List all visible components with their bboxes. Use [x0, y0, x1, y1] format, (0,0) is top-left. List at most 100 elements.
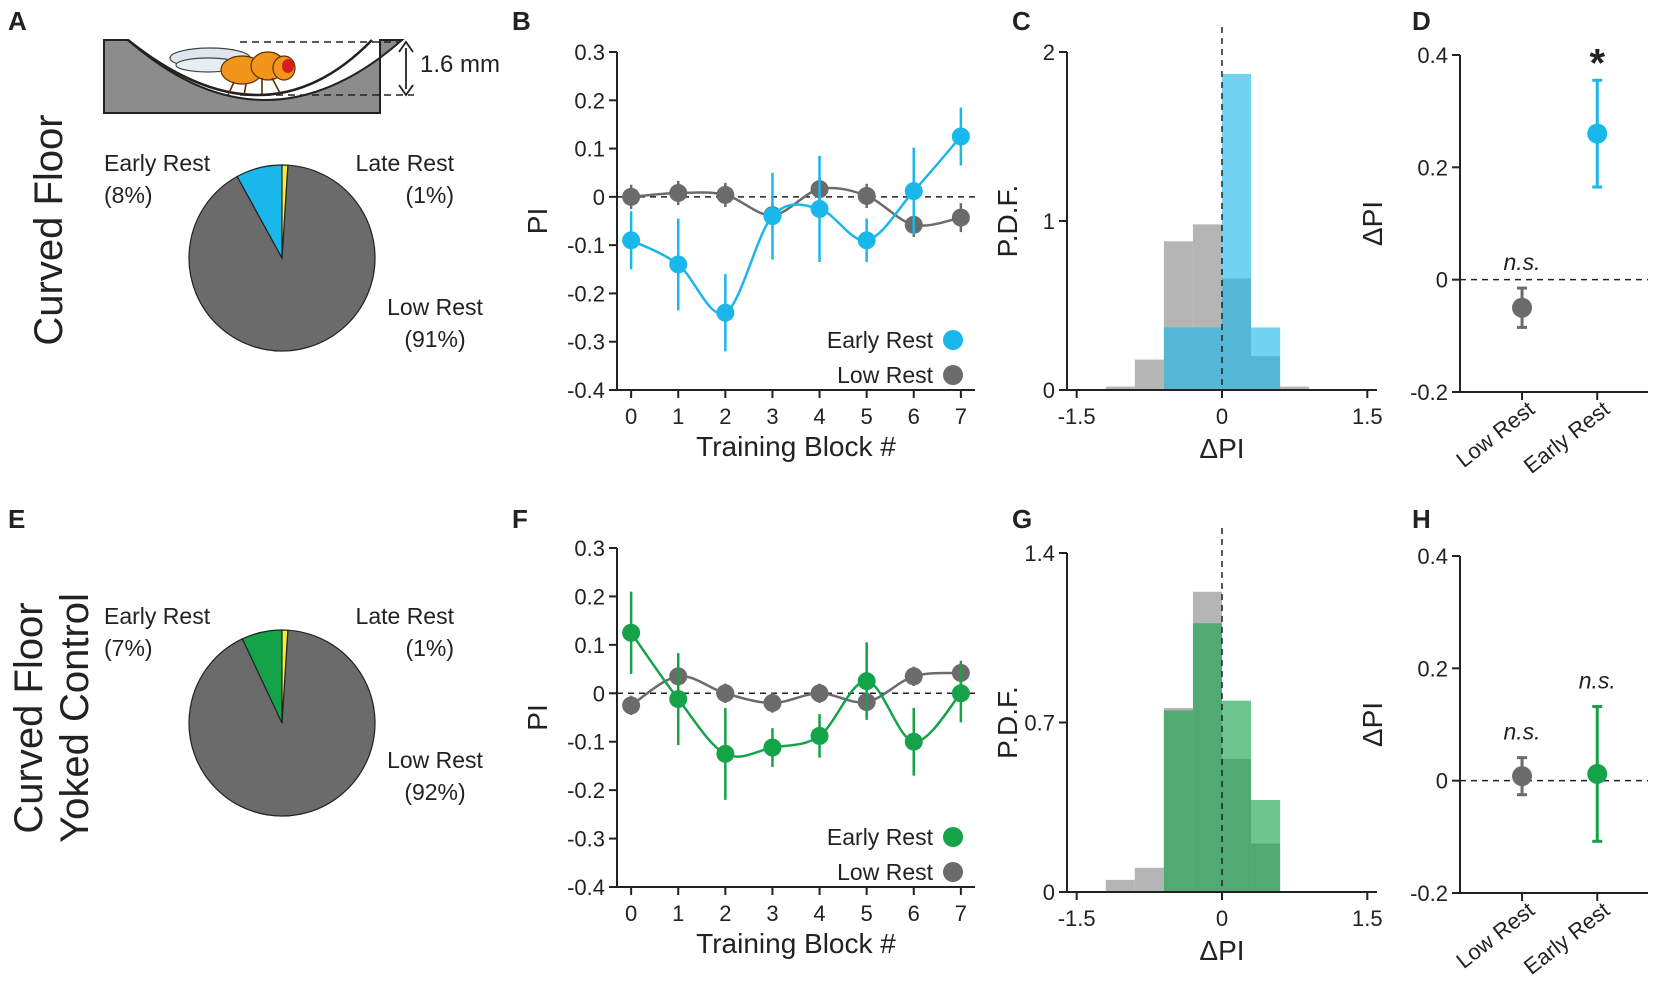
y-tick-label: 0 — [593, 681, 605, 706]
pie-chart-A: Early Rest (8%) Late Rest (1%) Low Rest (91%) — [104, 150, 484, 352]
data-point — [810, 684, 829, 703]
y-tick-label: 0.7 — [1024, 711, 1055, 736]
x-tick-label: 0 — [625, 404, 637, 429]
hist-bar-early-rest — [1163, 327, 1193, 390]
data-point — [716, 684, 735, 703]
y-tick-label: 1.4 — [1024, 541, 1055, 566]
y-axis-label: ΔPI — [1357, 702, 1388, 747]
y-tick-label: -0.1 — [567, 233, 605, 258]
x-tick-label: 1 — [672, 404, 684, 429]
x-tick-label: 1 — [672, 901, 684, 926]
hist-bar-early-rest — [1251, 327, 1281, 390]
y-tick-label: 0 — [1043, 880, 1055, 905]
data-point — [669, 255, 688, 274]
data-point — [904, 667, 923, 686]
hist-bar-early-rest — [1163, 710, 1193, 892]
legend-marker — [943, 330, 963, 350]
pie-pct-early-rest: (8%) — [104, 182, 153, 208]
data-point — [716, 744, 735, 763]
data-point — [669, 183, 688, 202]
y-axis-label: PI — [522, 208, 553, 234]
data-point — [951, 208, 970, 227]
pie-label-low-rest: Low Rest — [387, 747, 483, 773]
x-tick-label: 1.5 — [1352, 404, 1383, 429]
data-point — [951, 127, 970, 146]
data-point — [622, 231, 641, 250]
curved-floor-schematic: 1.6 mm — [103, 39, 500, 114]
ns-annotation: n.s. — [1579, 668, 1616, 694]
data-point — [763, 207, 782, 226]
data-point — [763, 738, 782, 757]
legend-label: Low Rest — [837, 362, 933, 388]
legend-label: Early Rest — [827, 824, 934, 850]
pie-pct-low-rest: (91%) — [404, 326, 465, 352]
panel-letter-e: E — [8, 504, 25, 534]
y-tick-label: 0.4 — [1417, 43, 1448, 68]
charts: Early Rest (8%) Late Rest (1%) Low Rest (91%)… — [104, 27, 1648, 979]
data-point — [763, 693, 782, 712]
legend-label: Early Rest — [827, 327, 934, 353]
data-point — [810, 199, 829, 218]
pie-label-late-rest: Late Rest — [356, 150, 455, 176]
y-tick-label: -0.2 — [567, 778, 605, 803]
x-tick-label: 4 — [813, 901, 825, 926]
pie-pct-early-rest: (7%) — [104, 635, 153, 661]
y-tick-label: 1 — [1043, 209, 1055, 234]
fly-icon — [169, 47, 296, 97]
pie-label-early-rest: Early Rest — [104, 150, 211, 176]
hist-bar-low-rest — [1105, 879, 1135, 892]
data-point — [857, 672, 876, 691]
ns-annotation: n.s. — [1504, 719, 1541, 745]
x-tick-label: 0 — [625, 901, 637, 926]
x-tick-label: 3 — [766, 404, 778, 429]
pie-pct-late-rest: (1%) — [405, 182, 454, 208]
y-tick-label: 0.1 — [574, 633, 605, 658]
y-tick-label: -0.2 — [1410, 380, 1448, 405]
legend-marker — [943, 827, 963, 847]
y-tick-label: 0.2 — [574, 584, 605, 609]
hist-bar-early-rest — [1192, 623, 1222, 892]
x-tick-label: 2 — [719, 901, 731, 926]
y-tick-label: -0.2 — [1410, 881, 1448, 906]
hist-bar-low-rest — [1134, 867, 1164, 892]
data-point — [622, 623, 641, 642]
x-tick-label: 4 — [813, 404, 825, 429]
data-point — [857, 231, 876, 250]
x-axis-label: ΔPI — [1199, 935, 1244, 966]
line-chart-B: 0.3 0.2 0.1 0 -0.1 -0.2 -0.3 -0.4 0 1 2 3 4 5 6 7 Traini… — [522, 40, 975, 462]
y-axis-label: PI — [522, 704, 553, 730]
y-tick-label: -0.1 — [567, 730, 605, 755]
x-tick-label: 1.5 — [1352, 906, 1383, 931]
panel-letter-d: D — [1412, 6, 1431, 36]
pie-label-early-rest: Early Rest — [104, 603, 211, 629]
data-point — [716, 303, 735, 322]
data-point — [810, 726, 829, 745]
y-tick-label: -0.4 — [567, 875, 605, 900]
hist-bar-early-rest — [1251, 799, 1281, 892]
data-point — [904, 732, 923, 751]
x-axis-label: Training Block # — [696, 431, 896, 462]
depth-arrow-head-down — [398, 84, 414, 97]
y-tick-label: 0.2 — [1417, 656, 1448, 681]
row-label-top: Curved Floor — [27, 114, 71, 345]
data-point — [1512, 766, 1533, 787]
y-axis-label: ΔPI — [1357, 201, 1388, 246]
y-tick-label: 0 — [593, 185, 605, 210]
x-tick-label: 0 — [1216, 404, 1228, 429]
x-tick-label: 6 — [908, 404, 920, 429]
panel-letter-f: F — [512, 504, 528, 534]
pie-chart-E: Early Rest (7%) Late Rest (1%) Low Rest (92%) — [104, 603, 484, 817]
y-tick-label: 0.2 — [574, 88, 605, 113]
y-tick-label: -0.2 — [567, 281, 605, 306]
ns-annotation: n.s. — [1504, 249, 1541, 275]
y-tick-label: 0.2 — [1417, 155, 1448, 180]
x-axis-label: ΔPI — [1199, 433, 1244, 464]
legend-marker — [943, 365, 963, 385]
panel-letter-b: B — [512, 6, 531, 36]
hist-bar-early-rest — [1222, 73, 1252, 390]
panel-letters: A B C D E F G H — [8, 6, 1431, 534]
y-tick-label: -0.3 — [567, 330, 605, 355]
